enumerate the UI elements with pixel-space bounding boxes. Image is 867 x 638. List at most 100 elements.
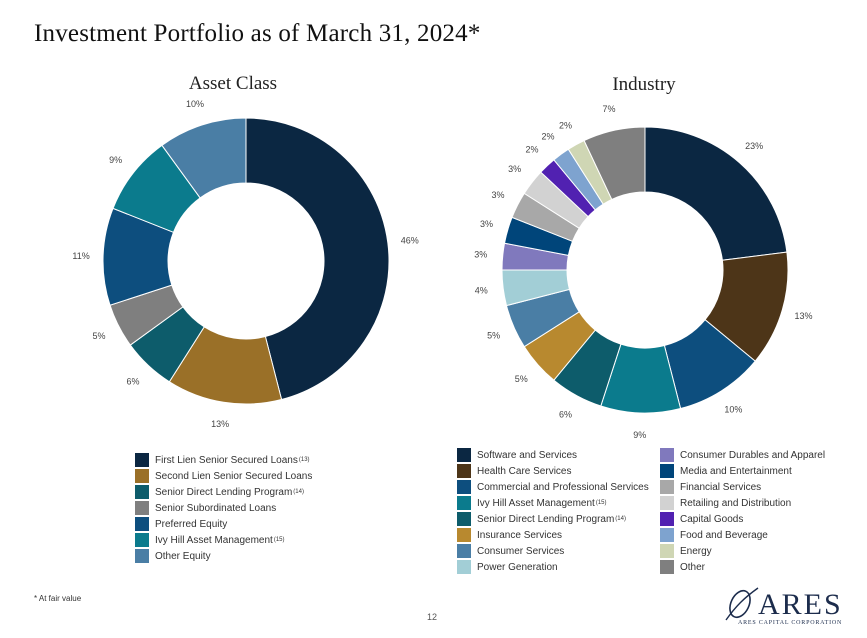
legend-swatch [660, 480, 674, 494]
asset-class-legend-item-second-lien-senior-secured-loans: Second Lien Senior Secured Loans [135, 468, 312, 484]
legend-label: Capital Goods [680, 513, 744, 525]
industry-legend-item-ivy-hill-asset-management: Ivy Hill Asset Management (15) [457, 495, 649, 511]
ares-swirl-icon [725, 587, 759, 621]
legend-label: Food and Beverage [680, 529, 768, 541]
industry-chart-title: Industry [612, 74, 676, 95]
industry-label-energy: 2% [559, 120, 572, 130]
industry-legend-item-other: Other [660, 559, 825, 575]
industry-label-food-and-beverage: 2% [542, 132, 555, 142]
asset-class-chart-title: Asset Class [188, 73, 278, 94]
legend-label: Senior Subordinated Loans [155, 502, 277, 514]
logo-word: ARES [758, 588, 843, 621]
asset-class-legend-item-ivy-hill-asset-management: Ivy Hill Asset Management (15) [135, 532, 312, 548]
industry-label-other: 7% [602, 104, 615, 114]
industry-label-health-care-services: 13% [794, 311, 812, 321]
industry-legend-item-consumer-services: Consumer Services [457, 543, 649, 559]
ares-logo: ARES ARES CAPITAL CORPORATION [720, 586, 850, 630]
industry-legend-item-software-and-services: Software and Services [457, 447, 649, 463]
industry-label-power-generation: 4% [475, 286, 488, 296]
industry-legend-item-insurance-services: Insurance Services [457, 527, 649, 543]
asset-class-legend: First Lien Senior Secured Loans (13) Secon… [135, 452, 312, 564]
legend-label: Retailing and Distribution [680, 497, 792, 509]
legend-label: Senior Direct Lending Program [477, 513, 615, 525]
industry-legend-item-health-care-services: Health Care Services [457, 463, 649, 479]
legend-label: Commercial and Professional Services [477, 481, 649, 493]
industry-label-retailing-and-distribution: 3% [508, 164, 521, 174]
asset-class-label-first-lien-senior-secured-loans: 46% [401, 235, 419, 245]
industry-legend-item-energy: Energy [660, 543, 825, 559]
legend-label: Ivy Hill Asset Management [477, 497, 595, 509]
asset-class-label-preferred-equity: 11% [72, 251, 89, 261]
legend-footnote-marker: (15) [273, 537, 285, 543]
legend-swatch [660, 544, 674, 558]
logo-subtitle: ARES CAPITAL CORPORATION [738, 620, 843, 626]
legend-swatch [660, 448, 674, 462]
legend-label: First Lien Senior Secured Loans [155, 454, 298, 466]
legend-swatch [135, 533, 149, 547]
asset-class-label-other-equity: 10% [186, 99, 204, 109]
legend-footnote-marker: (15) [595, 500, 607, 506]
legend-swatch [660, 560, 674, 574]
legend-label: Other [680, 561, 706, 573]
industry-label-media-and-entertainment: 3% [480, 219, 493, 229]
legend-label: Insurance Services [477, 529, 563, 541]
industry-legend-item-capital-goods: Capital Goods [660, 511, 825, 527]
legend-footnote-marker: (13) [298, 457, 310, 463]
industry-label-financial-services: 3% [491, 190, 504, 200]
legend-swatch [457, 480, 471, 494]
legend-label: Consumer Services [477, 545, 565, 557]
legend-swatch [457, 512, 471, 526]
legend-swatch [135, 485, 149, 499]
legend-swatch [457, 464, 471, 478]
legend-swatch [135, 517, 149, 531]
industry-label-software-and-services: 23% [745, 141, 763, 151]
legend-swatch [457, 544, 471, 558]
legend-label: Power Generation [477, 561, 558, 573]
industry-legend-item-food-and-beverage: Food and Beverage [660, 527, 825, 543]
industry-legend-column-2: Consumer Durables and Apparel Media and E… [660, 447, 825, 575]
industry-label-commercial-and-professional-services: 10% [724, 404, 742, 414]
legend-label: Preferred Equity [155, 518, 228, 530]
legend-swatch [135, 549, 149, 563]
industry-label-consumer-services: 5% [487, 331, 500, 341]
legend-swatch [457, 496, 471, 510]
industry-legend-item-senior-direct-lending-program: Senior Direct Lending Program (14) [457, 511, 649, 527]
asset-class-label-senior-subordinated-loans: 5% [92, 331, 105, 341]
legend-label: Energy [680, 545, 712, 557]
legend-label: Consumer Durables and Apparel [680, 449, 826, 461]
legend-label: Media and Entertainment [680, 465, 792, 477]
industry-slice-other [583, 126, 646, 201]
industry-legend-item-media-and-entertainment: Media and Entertainment [660, 463, 825, 479]
legend-swatch [135, 501, 149, 515]
footnote: * At fair value [34, 594, 82, 603]
legend-label: Software and Services [477, 449, 578, 461]
industry-label-capital-goods: 2% [526, 145, 539, 155]
legend-swatch [660, 496, 674, 510]
legend-swatch [457, 528, 471, 542]
asset-class-legend-item-senior-direct-lending-program: Senior Direct Lending Program (14) [135, 484, 312, 500]
industry-label-ivy-hill-asset-management: 9% [633, 430, 646, 440]
page-title: Investment Portfolio as of March 31, 202… [34, 20, 481, 47]
industry-legend-item-financial-services: Financial Services [660, 479, 825, 495]
legend-label: Senior Direct Lending Program [155, 486, 293, 498]
legend-footnote-marker: (14) [615, 516, 626, 522]
industry-label-insurance-services: 5% [515, 374, 528, 384]
asset-class-label-senior-direct-lending-program: 6% [127, 376, 140, 386]
legend-swatch [660, 528, 674, 542]
asset-class-label-second-lien-senior-secured-loans: 13% [211, 419, 229, 429]
industry-label-consumer-durables-and-apparel: 3% [474, 249, 487, 259]
industry-legend-column-1: Software and Services Health Care Service… [457, 447, 649, 575]
legend-label: Other Equity [155, 550, 211, 562]
industry-legend-item-retailing-and-distribution: Retailing and Distribution [660, 495, 825, 511]
industry-legend-item-commercial-and-professional-services: Commercial and Professional Services [457, 479, 649, 495]
page-number: 12 [427, 612, 438, 622]
industry-label-senior-direct-lending-program: 6% [559, 410, 572, 420]
legend-swatch [457, 560, 471, 574]
asset-class-legend-item-other-equity: Other Equity [135, 548, 312, 564]
legend-label: Ivy Hill Asset Management [155, 534, 273, 546]
asset-class-slice-first-lien-senior-secured-loans [245, 117, 390, 401]
asset-class-slice-other-equity [161, 117, 247, 199]
asset-class-legend-item-preferred-equity: Preferred Equity [135, 516, 312, 532]
